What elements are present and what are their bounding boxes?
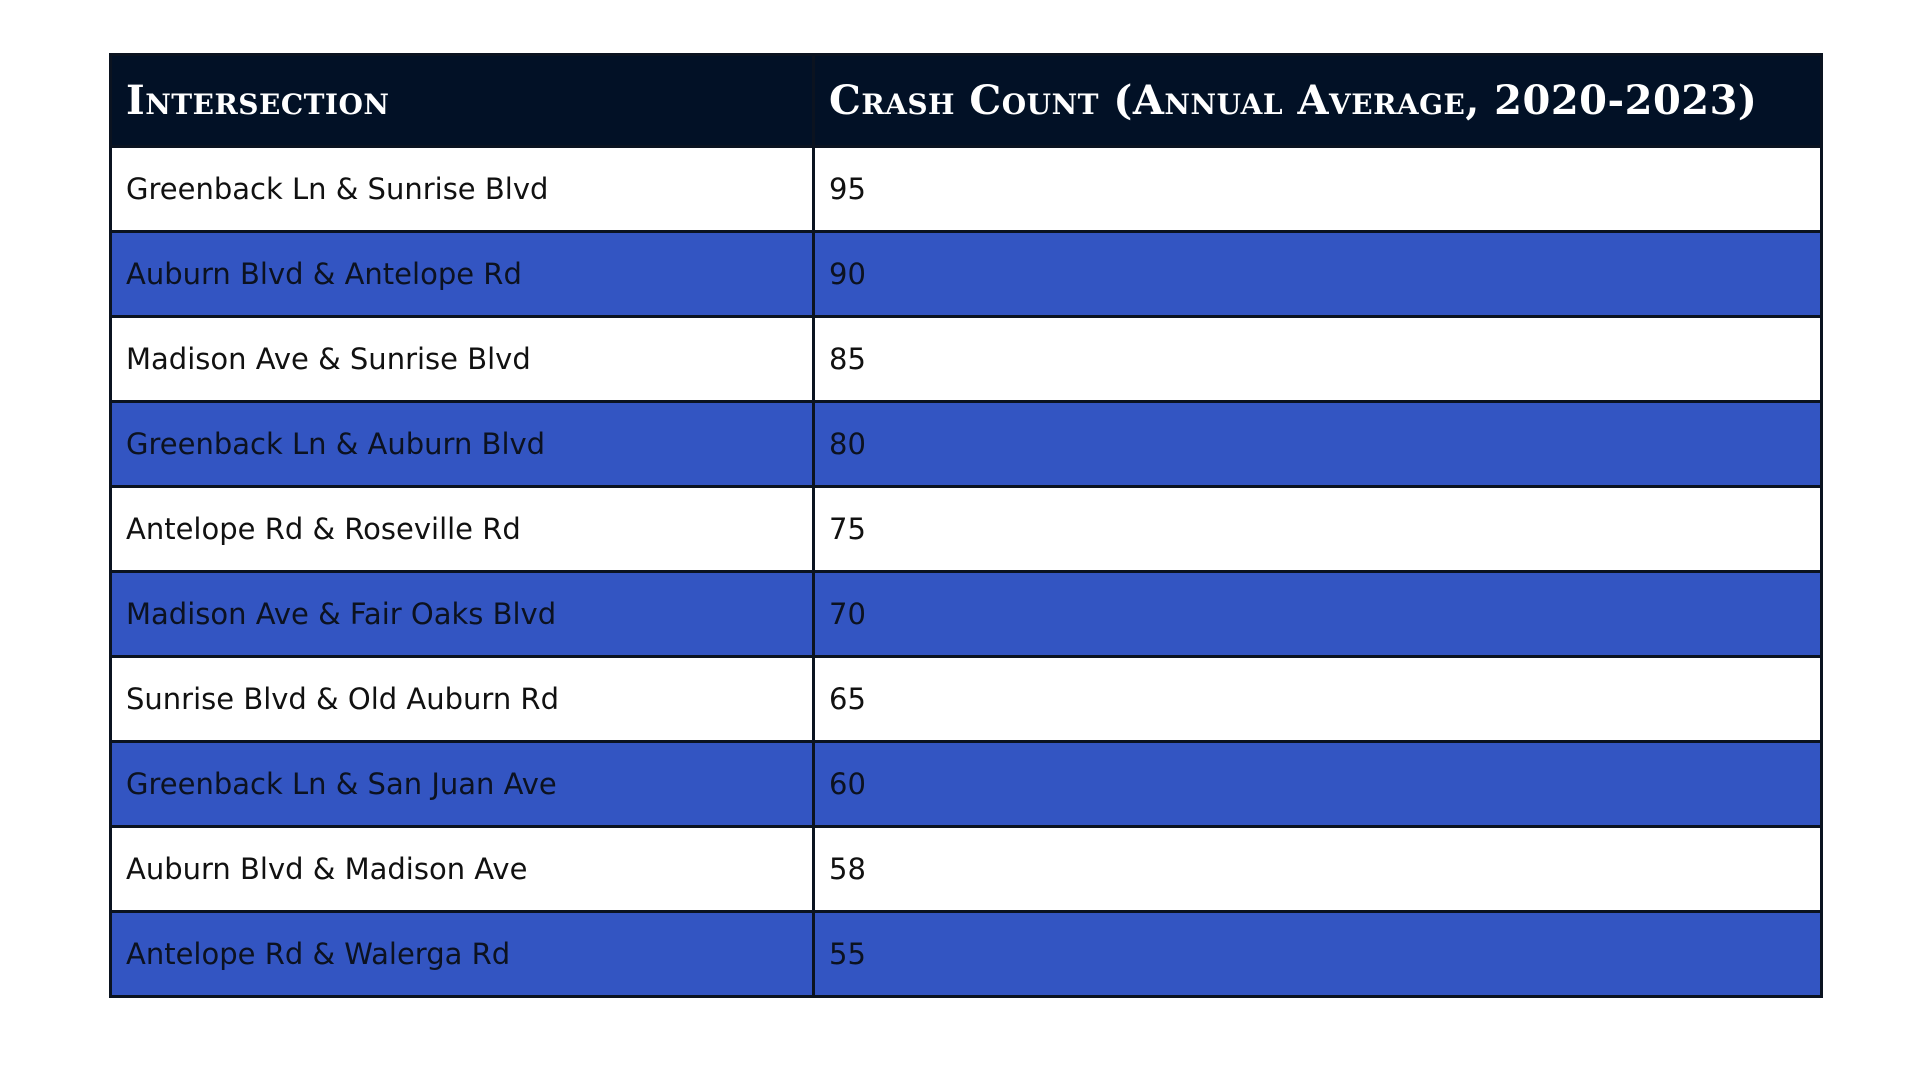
intersection-cell: Madison Ave & Fair Oaks Blvd xyxy=(109,570,815,658)
crash-count-cell: 90 xyxy=(812,230,1823,318)
table-row: Madison Ave & Fair Oaks Blvd 70 xyxy=(109,570,1823,658)
crash-count-cell: 58 xyxy=(812,825,1823,913)
intersection-cell: Antelope Rd & Roseville Rd xyxy=(109,485,815,573)
intersection-cell: Greenback Ln & Sunrise Blvd xyxy=(109,145,815,233)
table-row: Antelope Rd & Roseville Rd 75 xyxy=(109,485,1823,573)
intersection-cell: Antelope Rd & Walerga Rd xyxy=(109,910,815,998)
intersection-cell: Greenback Ln & San Juan Ave xyxy=(109,740,815,828)
header-crash-count: Crash Count (Annual Average, 2020-2023) xyxy=(812,53,1823,148)
crash-count-cell: 55 xyxy=(812,910,1823,998)
intersection-cell: Sunrise Blvd & Old Auburn Rd xyxy=(109,655,815,743)
crash-count-cell: 80 xyxy=(812,400,1823,488)
table-row: Greenback Ln & Auburn Blvd 80 xyxy=(109,400,1823,488)
crash-count-cell: 75 xyxy=(812,485,1823,573)
table-row: Sunrise Blvd & Old Auburn Rd 65 xyxy=(109,655,1823,743)
table-row: Auburn Blvd & Antelope Rd 90 xyxy=(109,230,1823,318)
table-row: Antelope Rd & Walerga Rd 55 xyxy=(109,910,1823,998)
intersection-cell: Auburn Blvd & Antelope Rd xyxy=(109,230,815,318)
table-header-row: Intersection Crash Count (Annual Average… xyxy=(109,53,1823,148)
intersection-cell: Madison Ave & Sunrise Blvd xyxy=(109,315,815,403)
crash-count-cell: 85 xyxy=(812,315,1823,403)
crash-count-cell: 95 xyxy=(812,145,1823,233)
crash-table-container: Intersection Crash Count (Annual Average… xyxy=(109,53,1823,998)
crash-count-cell: 70 xyxy=(812,570,1823,658)
table-row: Greenback Ln & San Juan Ave 60 xyxy=(109,740,1823,828)
crash-count-cell: 65 xyxy=(812,655,1823,743)
crash-count-cell: 60 xyxy=(812,740,1823,828)
intersection-cell: Auburn Blvd & Madison Ave xyxy=(109,825,815,913)
header-intersection: Intersection xyxy=(109,53,815,148)
table-row: Madison Ave & Sunrise Blvd 85 xyxy=(109,315,1823,403)
table-row: Auburn Blvd & Madison Ave 58 xyxy=(109,825,1823,913)
intersection-cell: Greenback Ln & Auburn Blvd xyxy=(109,400,815,488)
crash-count-table: Intersection Crash Count (Annual Average… xyxy=(109,53,1823,998)
table-row: Greenback Ln & Sunrise Blvd 95 xyxy=(109,145,1823,233)
